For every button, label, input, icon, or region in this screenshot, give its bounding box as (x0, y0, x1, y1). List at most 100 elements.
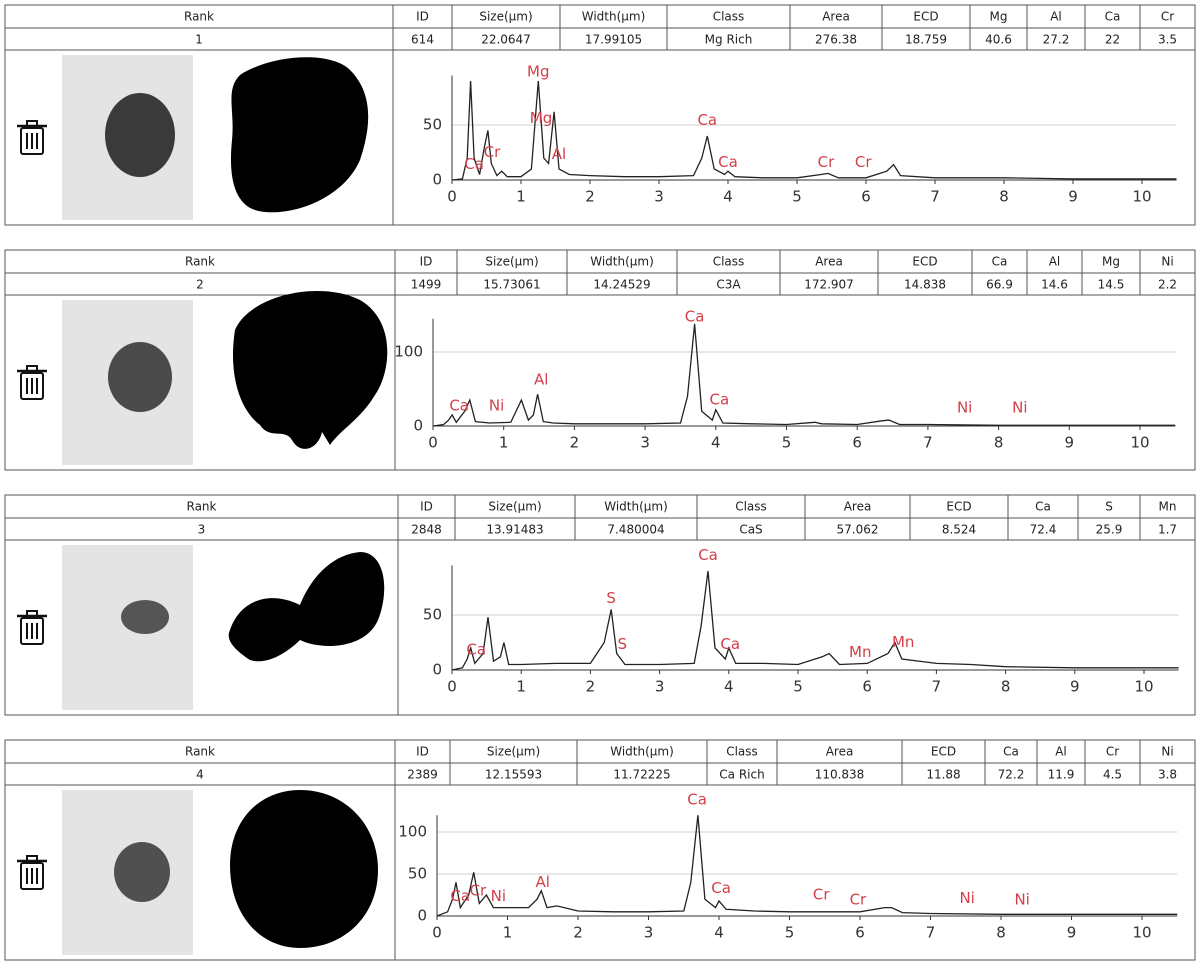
cell-value: 4 (196, 768, 204, 782)
peak-label: Mg (530, 109, 552, 127)
spectrum-chart: 0 100 0 1 2 3 4 5 6 7 8 9 10 Ca Al Ca Ni Ca Ni Ni (394, 308, 1176, 452)
column-header: Ni (1161, 745, 1173, 759)
x-tick-label: 9 (1070, 678, 1080, 696)
column-header: Width(µm) (610, 745, 674, 759)
cell-value: 276.38 (815, 33, 857, 47)
column-header: Area (815, 255, 843, 269)
x-tick-label: 10 (1134, 678, 1153, 696)
peak-label: Ni (1012, 399, 1027, 417)
particle-mask (230, 57, 369, 213)
column-header: Mg (1102, 255, 1120, 269)
column-header: ECD (931, 745, 956, 759)
x-tick-label: 3 (640, 434, 650, 452)
x-tick-label: 1 (499, 434, 509, 452)
x-tick-label: 0 (447, 188, 457, 206)
column-header: Ca (992, 255, 1008, 269)
delete-button[interactable] (17, 610, 47, 645)
record-frame (4, 494, 1196, 716)
peak-label: Mn (892, 633, 914, 651)
x-tick-label: 5 (782, 434, 792, 452)
trash-handle (26, 855, 38, 862)
particle-mask (232, 291, 388, 449)
column-header: Area (822, 10, 850, 24)
column-header: Mn (1159, 500, 1177, 514)
x-tick-label: 10 (1130, 434, 1149, 452)
trash-body (20, 372, 44, 400)
cell-value: 22.0647 (481, 33, 531, 47)
x-tick-label: 8 (1001, 678, 1011, 696)
column-header: Class (726, 745, 758, 759)
peak-label: Ca (720, 635, 740, 653)
x-tick-label: 8 (996, 924, 1006, 942)
trash-handle (26, 365, 38, 372)
peak-label: Ni (491, 887, 506, 905)
spectrum-line (451, 570, 1179, 671)
peak-label: Ca (718, 153, 738, 171)
peak-label: Ca (698, 546, 718, 564)
peak-label: Ca (466, 641, 486, 659)
x-tick-label: 6 (861, 188, 871, 206)
trash-body (20, 127, 44, 155)
column-header: Ca (1105, 10, 1121, 24)
column-header: Class (735, 500, 767, 514)
record-frame (4, 739, 1196, 961)
x-tick-label: 9 (1065, 434, 1075, 452)
delete-button[interactable] (17, 365, 47, 400)
trash-handle (26, 610, 38, 617)
particle-blob (108, 342, 172, 412)
particle-record: Rank 2 ID 1499 Size(µm) 15.73061 Width(µm) 14.2… (4, 249, 1196, 471)
delete-button[interactable] (17, 855, 47, 890)
x-tick-label: 2 (573, 924, 583, 942)
x-tick-label: 0 (432, 924, 442, 942)
cell-value: 11.88 (926, 768, 960, 782)
peak-label: Cr (855, 153, 872, 171)
cell-value: 8.524 (942, 523, 976, 537)
y-tick-label: 0 (413, 417, 423, 435)
x-tick-label: 9 (1067, 924, 1077, 942)
peak-label: Mn (849, 643, 871, 661)
column-header: Rank (184, 10, 214, 24)
cell-value: 11.72225 (613, 768, 670, 782)
column-header: Al (1055, 745, 1067, 759)
cell-value: 27.2 (1043, 33, 1070, 47)
y-tick-label: 50 (423, 606, 442, 624)
column-header: ECD (913, 10, 938, 24)
column-header: Size(µm) (479, 10, 532, 24)
column-header: S (1105, 500, 1113, 514)
peak-label: Ni (959, 889, 974, 907)
delete-button[interactable] (17, 120, 47, 155)
cell-value: 25.9 (1096, 523, 1123, 537)
x-tick-label: 7 (932, 678, 942, 696)
particle-mask (228, 552, 385, 662)
peak-label: Ca (450, 887, 470, 905)
cell-value: 2.2 (1158, 278, 1177, 292)
peak-label: Cr (470, 881, 487, 899)
cell-value: Mg Rich (705, 33, 753, 47)
peak-label: Al (534, 371, 548, 389)
cell-value: 17.99105 (585, 33, 642, 47)
column-header: ID (420, 500, 433, 514)
x-tick-label: 8 (999, 188, 1009, 206)
cell-value: 1 (195, 33, 203, 47)
column-header: Size(µm) (485, 255, 538, 269)
peak-label: Ni (1014, 891, 1029, 909)
cell-value: 14.5 (1098, 278, 1125, 292)
peak-label: Ni (489, 397, 504, 415)
cell-value: Ca Rich (719, 768, 764, 782)
column-header: Ca (1003, 745, 1019, 759)
column-header: Cr (1106, 745, 1119, 759)
cell-value: CaS (739, 523, 762, 537)
particle-blob (114, 842, 170, 902)
peak-label: Al (552, 145, 566, 163)
cell-value: 12.15593 (485, 768, 542, 782)
x-tick-label: 3 (655, 678, 665, 696)
cell-value: 14.6 (1041, 278, 1068, 292)
cell-value: 7.480004 (607, 523, 664, 537)
particle-record: Rank4ID2389Size(µm)12.15593Width(µm)11.7… (4, 739, 1196, 961)
peak-label: Al (536, 873, 550, 891)
x-tick-label: 7 (923, 434, 933, 452)
y-tick-label: 0 (432, 171, 442, 189)
cell-value: 18.759 (905, 33, 947, 47)
